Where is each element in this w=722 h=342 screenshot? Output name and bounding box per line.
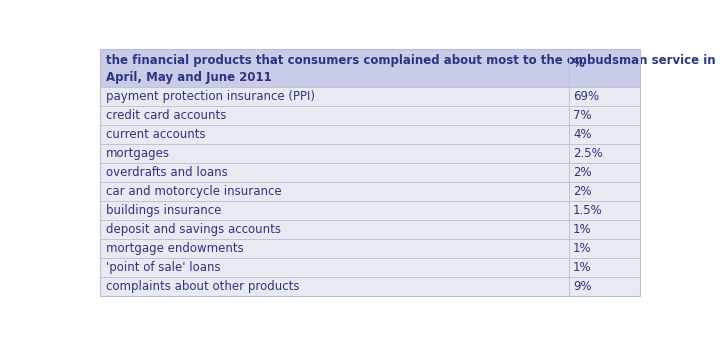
- Text: deposit and savings accounts: deposit and savings accounts: [106, 223, 281, 236]
- Text: 9%: 9%: [573, 280, 591, 293]
- Bar: [100, 87, 568, 106]
- Bar: [568, 277, 640, 297]
- Bar: [568, 201, 640, 220]
- Text: 7%: 7%: [573, 109, 591, 122]
- Text: car and motorcycle insurance: car and motorcycle insurance: [106, 185, 282, 198]
- Bar: [568, 259, 640, 277]
- Bar: [568, 239, 640, 259]
- Text: buildings insurance: buildings insurance: [106, 205, 221, 218]
- Text: overdrafts and loans: overdrafts and loans: [106, 166, 227, 179]
- Bar: [568, 87, 640, 106]
- Text: 'point of sale' loans: 'point of sale' loans: [106, 261, 220, 275]
- Bar: [100, 106, 568, 125]
- Text: %: %: [573, 57, 585, 70]
- Text: 2%: 2%: [573, 185, 591, 198]
- Bar: [100, 259, 568, 277]
- Bar: [100, 239, 568, 259]
- Bar: [568, 125, 640, 144]
- Text: payment protection insurance (PPI): payment protection insurance (PPI): [106, 90, 315, 103]
- Bar: [100, 201, 568, 220]
- Bar: [568, 182, 640, 201]
- Text: mortgages: mortgages: [106, 147, 170, 160]
- Text: 1%: 1%: [573, 223, 591, 236]
- Text: 4%: 4%: [573, 128, 591, 141]
- Bar: [568, 163, 640, 182]
- Text: 1%: 1%: [573, 261, 591, 275]
- Bar: [100, 163, 568, 182]
- Text: 1%: 1%: [573, 242, 591, 255]
- Text: 2%: 2%: [573, 166, 591, 179]
- Text: mortgage endowments: mortgage endowments: [106, 242, 243, 255]
- Text: complaints about other products: complaints about other products: [106, 280, 300, 293]
- Text: current accounts: current accounts: [106, 128, 206, 141]
- Bar: [100, 277, 568, 297]
- Text: the financial products that consumers complained about most to the ombudsman ser: the financial products that consumers co…: [106, 54, 716, 84]
- Bar: [568, 106, 640, 125]
- Bar: [100, 49, 640, 87]
- Bar: [568, 220, 640, 239]
- Bar: [100, 125, 568, 144]
- Text: credit card accounts: credit card accounts: [106, 109, 226, 122]
- Bar: [568, 144, 640, 163]
- Bar: [100, 144, 568, 163]
- Text: 2.5%: 2.5%: [573, 147, 603, 160]
- Text: 1.5%: 1.5%: [573, 205, 603, 218]
- Text: 69%: 69%: [573, 90, 599, 103]
- Bar: [100, 220, 568, 239]
- Bar: [100, 182, 568, 201]
